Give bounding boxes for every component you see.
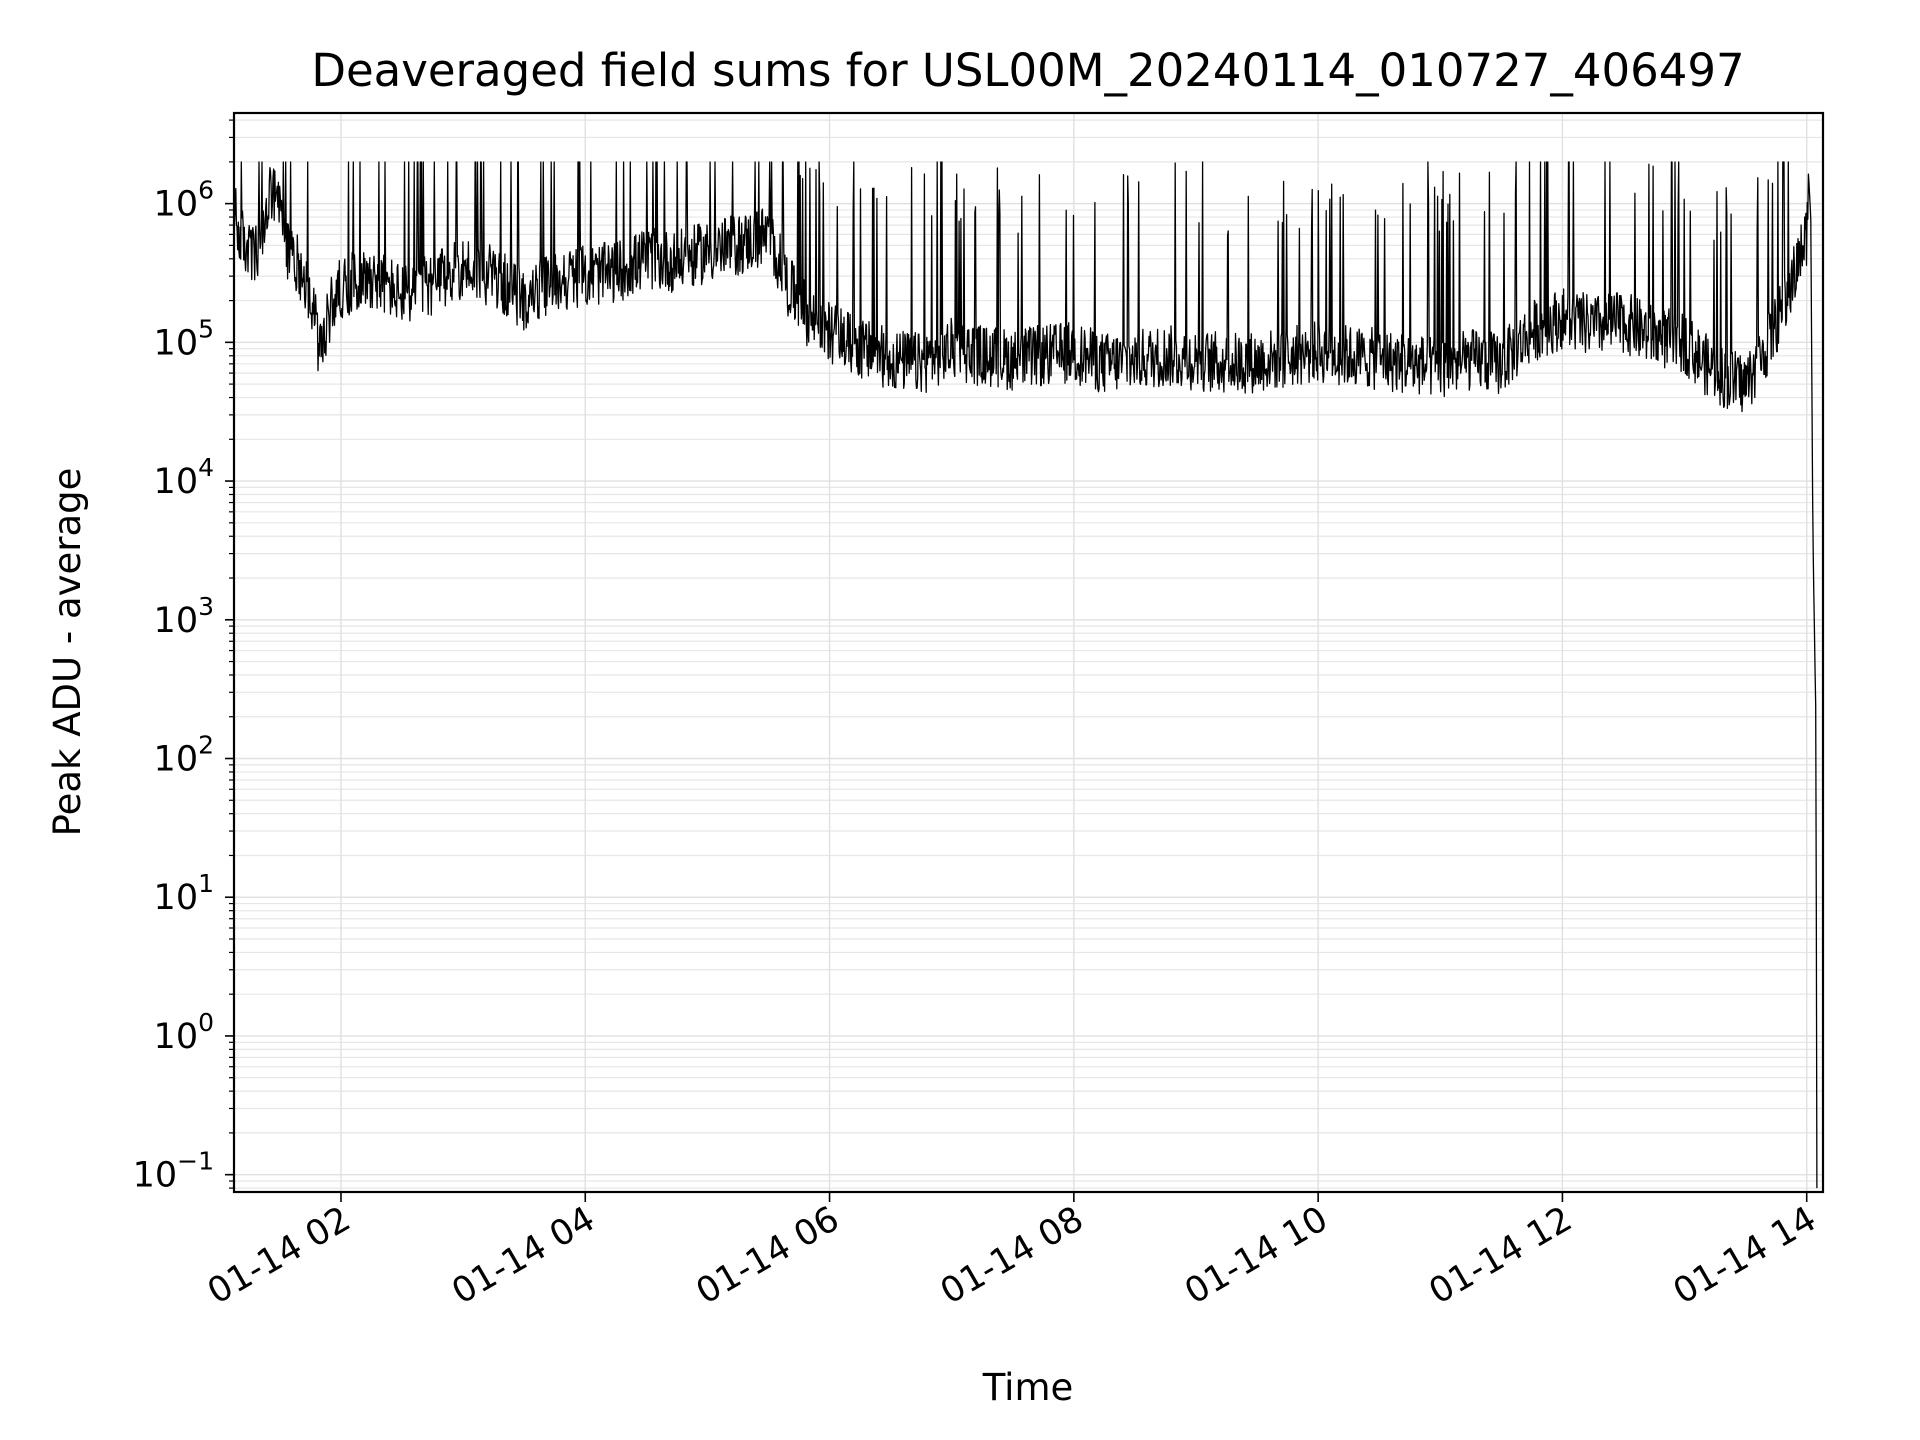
y-tick-label: 102 (154, 731, 214, 780)
y-tick-base: 10 (154, 601, 199, 641)
y-tick-exponent: −1 (177, 1147, 214, 1176)
y-tick-base: 10 (154, 740, 199, 780)
series-layer (233, 161, 1818, 1189)
y-tick-label: 10−1 (133, 1147, 214, 1196)
y-tick-exponent: 1 (198, 869, 214, 898)
y-tick-label: 103 (154, 592, 214, 641)
y-tick-exponent: 5 (198, 314, 214, 343)
ticks (225, 119, 1808, 1202)
chart-title: Deaveraged field sums for USL00M_2024011… (311, 44, 1744, 97)
y-tick-label: 100 (154, 1008, 214, 1057)
y-tick-exponent: 6 (198, 176, 214, 205)
grid (234, 113, 1823, 1192)
y-tick-base: 10 (154, 323, 199, 363)
x-axis-label: Time (982, 1366, 1074, 1409)
series-line (233, 161, 1818, 1189)
y-tick-exponent: 2 (198, 731, 214, 760)
y-tick-exponent: 4 (198, 453, 214, 482)
y-tick-label: 104 (154, 453, 214, 502)
plot-frame (232, 111, 1825, 1194)
y-tick-base: 10 (154, 878, 199, 918)
y-tick-exponent: 3 (198, 592, 214, 621)
y-tick-exponent: 0 (198, 1008, 214, 1037)
y-tick-label: 101 (154, 869, 214, 918)
y-tick-base: 10 (154, 185, 199, 225)
y-tick-label: 105 (154, 314, 214, 363)
y-tick-label: 106 (154, 176, 214, 225)
y-tick-base: 10 (154, 1017, 199, 1057)
y-axis-label: Peak ADU - average (46, 468, 89, 837)
y-tick-base: 10 (154, 462, 199, 502)
y-tick-base: 10 (133, 1156, 178, 1196)
